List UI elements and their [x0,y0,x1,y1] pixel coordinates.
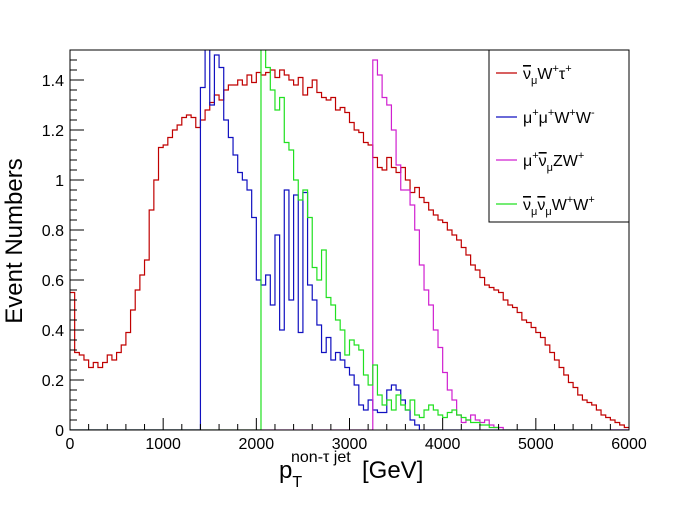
x-axis-title-base: p [279,457,292,484]
legend: νμW+τ+ μ+μ+W+W-μ+νμZW+ νμνμW+W+ [488,49,630,223]
x-axis-title-sub: T [292,474,302,491]
x-tick-label: 5000 [518,436,554,453]
y-tick-label: 0.2 [42,373,64,390]
plot-frame [69,49,630,431]
legend-label-1: νμW+τ+ [523,63,572,87]
x-tick-label: 6000 [611,436,647,453]
axis-layer: 0 1000 2000 3000 4000 5000 6000 0 0.2 0.4 0.6 0.8 1 1… [42,59,647,453]
series-layer [70,50,629,430]
x-tick-label: 1000 [145,436,181,453]
y-axis-title: Event Numbers [1,158,28,323]
y-tick-label: 0.6 [42,273,64,290]
x-tick-label: 0 [66,436,75,453]
y-tick-label: 0.4 [42,323,64,340]
y-tick-label: 1.2 [42,123,64,140]
series-line-1 [70,69,629,429]
legend-label-2: μ+μ+W+W- [523,107,595,127]
y-tick-label: 1 [55,173,64,190]
x-tick-label: 2000 [239,436,275,453]
x-axis-title-sup: non-τ jet [291,449,351,466]
y-tick-label: 0 [55,423,64,440]
legend-entries: νμW+τ+ μ+μ+W+W-μ+νμZW+ νμνμW+W+ [496,63,595,218]
series-line-2 [70,50,629,430]
x-axis-title: pTnon-τ jet [GeV] [279,449,423,491]
x-axis-title-unit: [GeV] [362,457,423,484]
legend-box [488,49,630,223]
series-line-3 [70,59,629,430]
legend-label-3: μ+νμZW+ [523,150,584,174]
series-line-4 [70,50,611,430]
y-tick-label: 0.8 [42,223,64,240]
x-tick-label: 4000 [425,436,461,453]
legend-label-4: νμνμW+W+ [523,194,595,218]
x-tick-label: 3000 [332,436,368,453]
y-tick-label: 1.4 [42,73,64,90]
